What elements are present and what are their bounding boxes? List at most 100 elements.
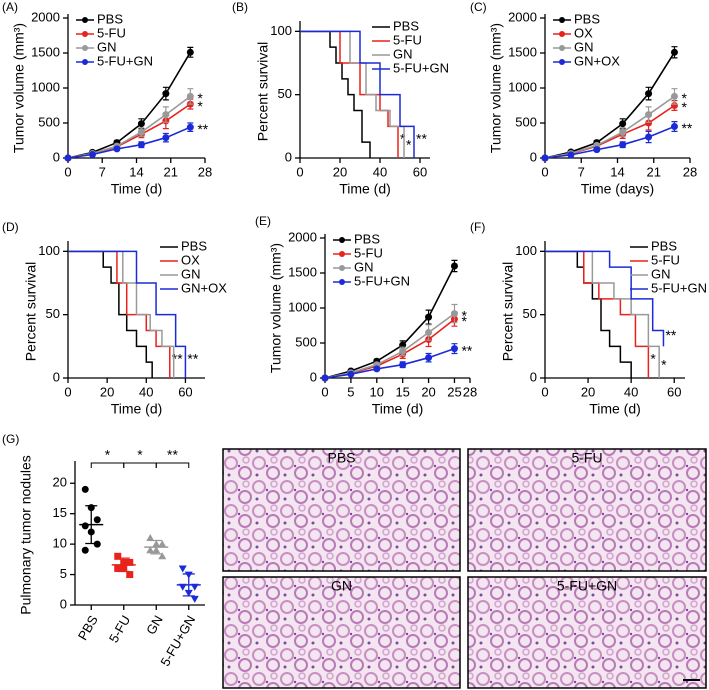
image-label: GN [331,578,352,594]
y-tick-label: 0 [530,149,537,164]
x-axis-label: Time (d) [111,181,163,197]
histology-image [467,448,707,572]
legend-marker [82,59,88,65]
series-line [324,312,455,379]
data-point [162,90,170,98]
y-tick-label: 2000 [31,9,60,24]
x-tick-label: 5-FU [106,613,133,646]
x-tick-label: 20 [333,164,347,179]
data-point [114,552,122,560]
data-point [146,534,155,542]
significance: ** [681,120,692,136]
data-point [593,146,601,154]
y-tick-label: 50 [278,86,292,101]
x-tick-label: PBS [75,612,101,642]
data-point [162,111,170,119]
data-point [450,262,458,270]
data-point [450,345,458,353]
x-tick-label: 40 [373,164,387,179]
significance: ** [416,131,427,147]
x-tick-label: 28 [683,164,697,179]
y-tick-label: 0 [53,369,60,384]
y-axis-label: Pulmonary tumor nodules [18,455,34,615]
survival-curve [300,30,415,158]
x-tick-label: 0 [321,384,328,399]
data-point [88,151,96,158]
data-point [567,151,575,159]
y-tick-label: 500 [295,334,317,349]
series-line [544,51,676,159]
data-point [137,141,145,149]
data-point [425,354,433,362]
histology-image [467,576,707,689]
x-axis-label: Time (d) [589,401,641,417]
legend-label: 5-FU+GN [97,53,153,68]
legend-label: PBS [651,238,677,253]
y-tick-label: 50 [523,306,537,321]
data-point [645,133,653,141]
y-axis-label: Tumor volume (mm³) [268,243,284,373]
y-tick-label: 500 [515,114,537,129]
data-point [619,120,627,128]
survival-curve [545,250,632,378]
x-tick-label: 7 [578,164,585,179]
y-tick-label: 1500 [31,44,60,59]
sd-bar [182,573,195,597]
y-tick-label: 1000 [508,79,537,94]
x-tick-label: 25 [447,384,461,399]
x-tick-label: 0 [541,384,548,399]
data-point [93,516,101,524]
survival-curve [545,250,665,347]
x-tick-label: GN [143,613,166,637]
data-point [399,347,407,355]
x-axis-label: Time (d) [372,401,424,417]
significance: * [137,447,143,463]
y-tick-label: 1000 [288,299,317,314]
data-point [373,365,381,373]
y-axis-label: Percent survival [500,262,516,362]
legend-marker [339,237,345,243]
survival-curve [545,250,660,378]
y-tick-label: 100 [270,23,292,38]
series-line [544,125,675,159]
legend-label: GN+OX [181,280,227,295]
significance-bracket [155,462,190,468]
sd-bar [117,557,130,573]
data-point [670,123,678,130]
data-point [81,546,89,554]
y-tick-label: 100 [515,243,537,258]
series-line [324,347,455,379]
y-tick-label: 0 [310,369,317,384]
y-tick-label: 0 [53,149,60,164]
legend-label: GN [181,266,201,281]
x-tick-label: 28 [463,384,477,399]
x-tick-label: 21 [647,164,661,179]
data-point [645,90,653,98]
data-point [81,485,89,493]
significance: * [461,313,467,329]
x-tick-label: 14 [610,164,624,179]
x-tick-label: 0 [296,164,303,179]
legend-label: GN [393,46,413,61]
x-tick-label: 0 [64,164,71,179]
legend-label: GN [651,266,671,281]
y-tick-label: 1500 [288,264,317,279]
x-tick-label: 14 [129,164,143,179]
x-tick-label: 10 [370,384,384,399]
legend-label: 5-FU [354,245,383,260]
data-point [113,145,121,153]
data-point [645,111,653,119]
image-label: 5-FU [571,450,602,466]
legend-label: GN [354,259,374,274]
significance: * [400,131,406,147]
data-point [137,120,145,128]
legend-label: PBS [354,231,380,246]
y-tick-label: 10 [53,536,67,551]
data-point [399,361,407,369]
significance: * [406,137,412,153]
legend-label: PBS [97,11,123,26]
y-tick-label: 1500 [508,44,537,59]
x-tick-label: 7 [99,164,106,179]
data-point [158,552,167,560]
significance: * [681,90,687,106]
